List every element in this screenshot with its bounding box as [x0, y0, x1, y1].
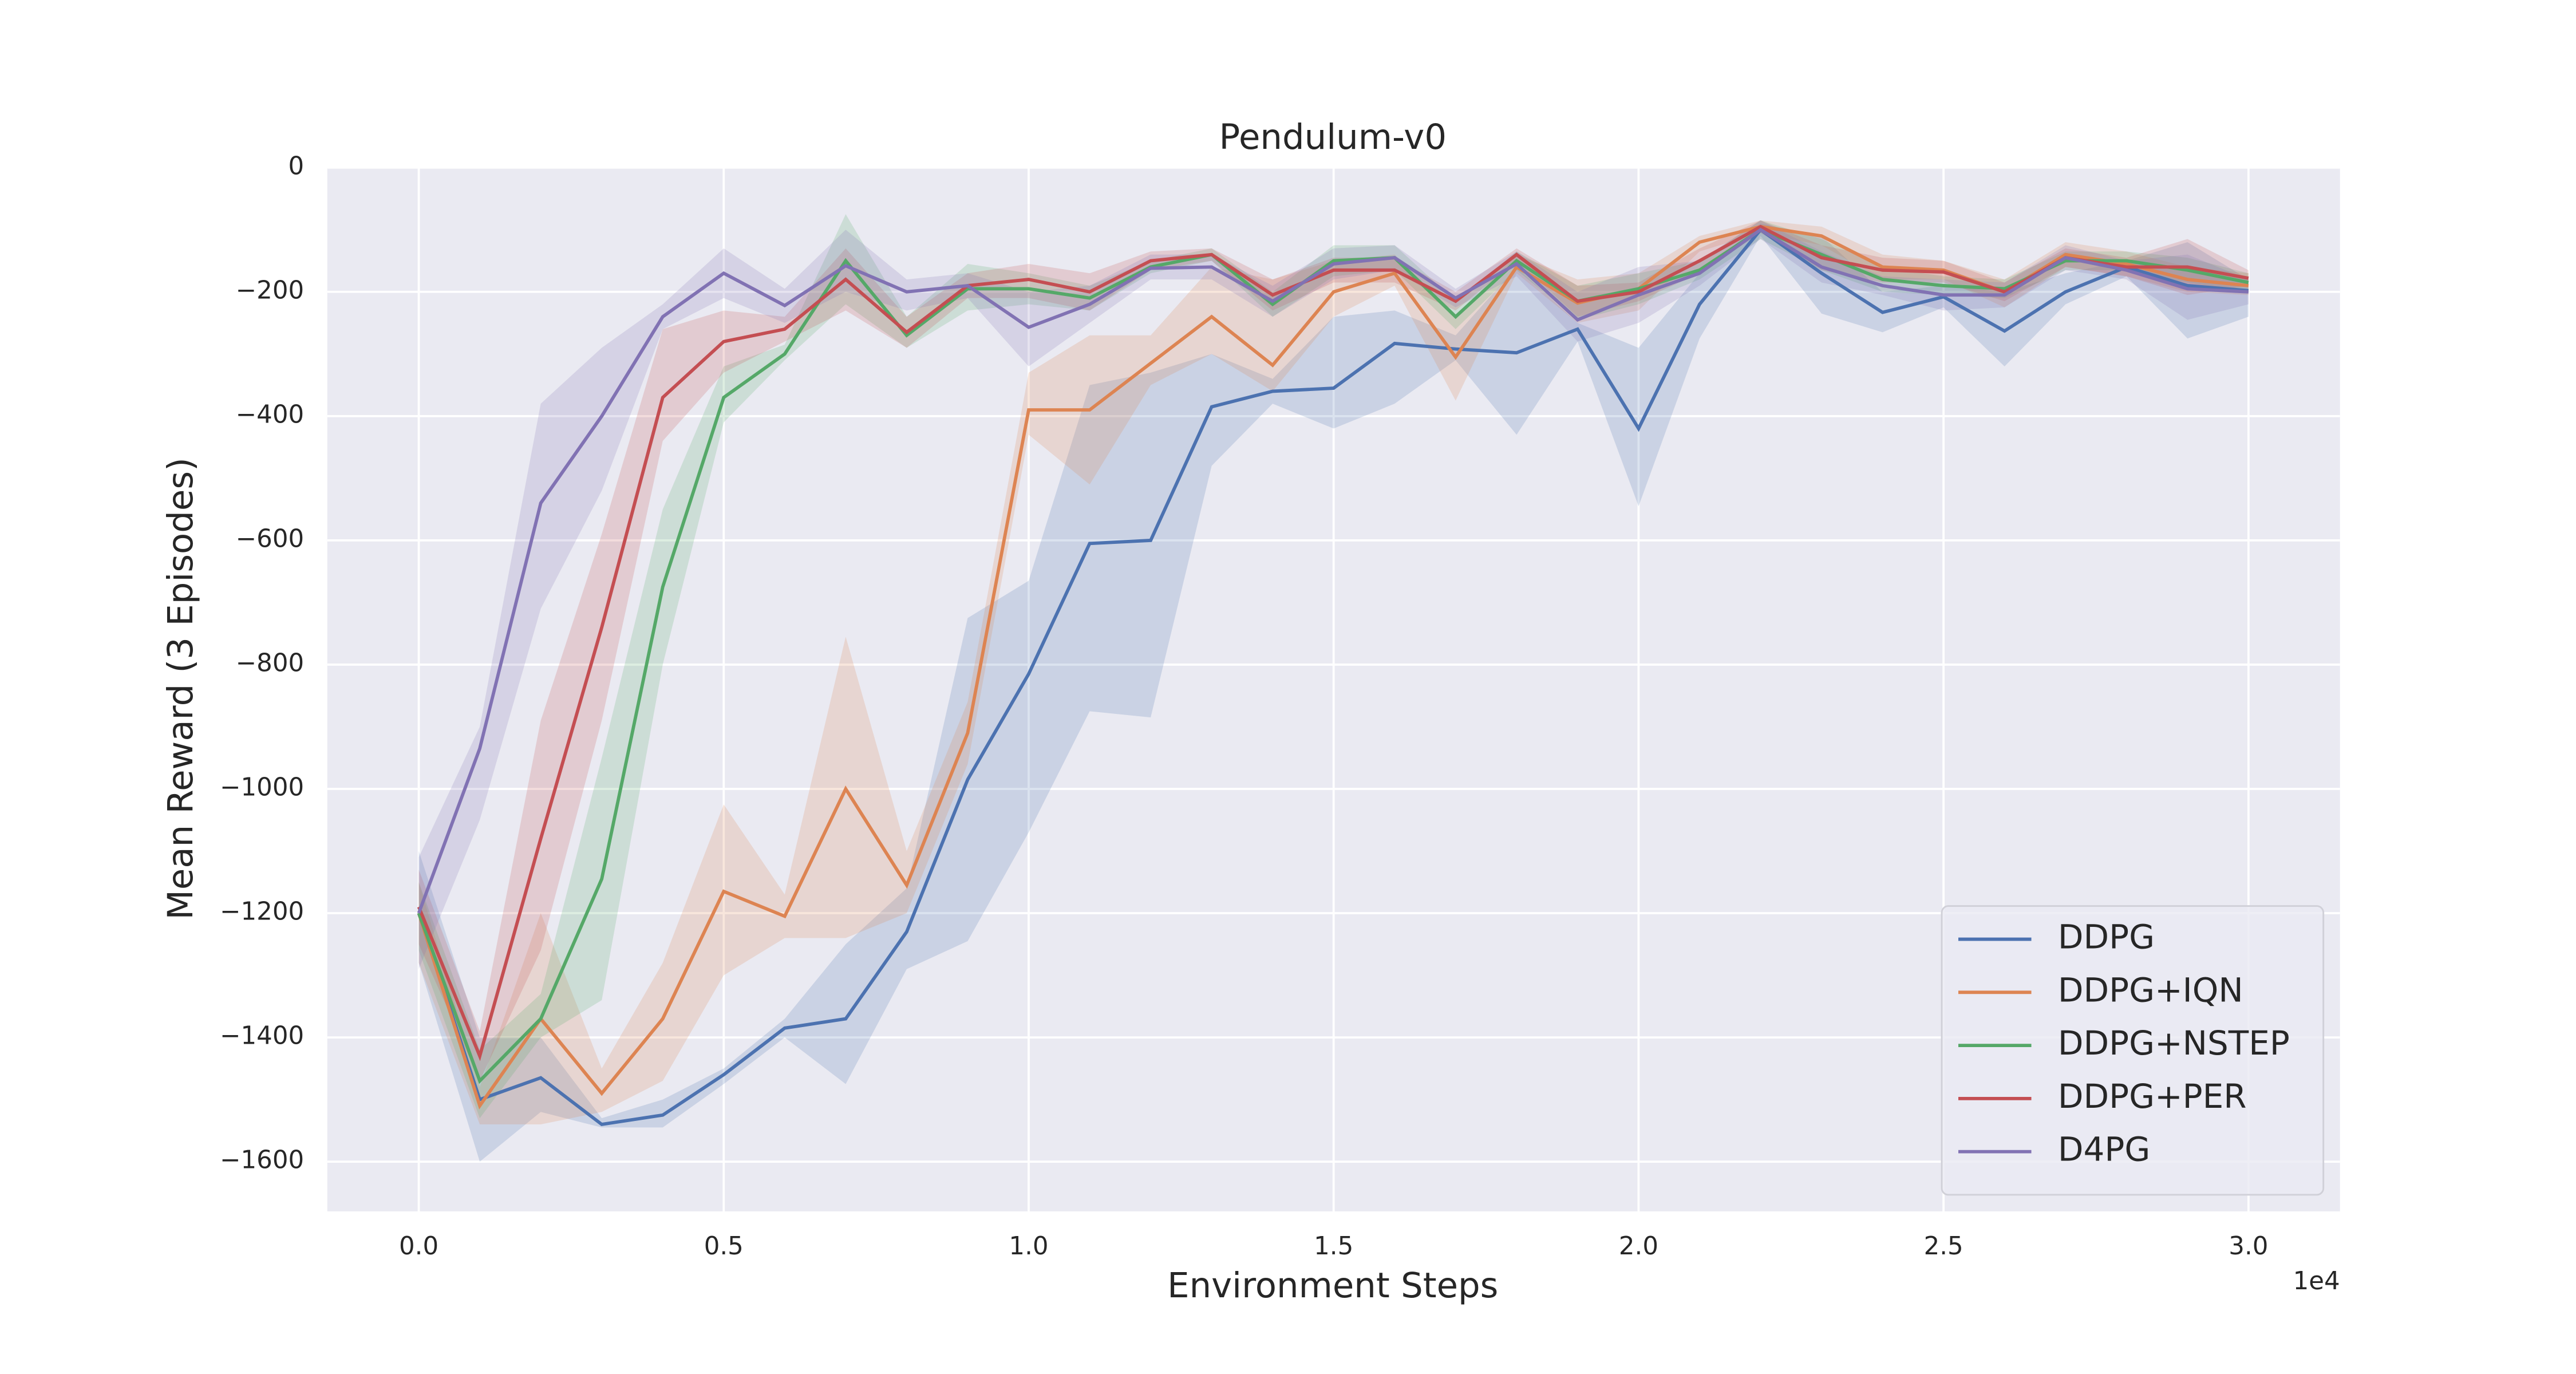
y-tick-label: −600 [236, 524, 304, 553]
y-tick-label: −1600 [220, 1146, 304, 1175]
y-tick-label: −800 [236, 649, 304, 677]
y-tick-label: −1200 [220, 898, 304, 926]
x-tick-label: 0.0 [399, 1232, 438, 1261]
y-tick-label: −200 [236, 276, 304, 305]
x-tick-label: 0.5 [704, 1232, 744, 1261]
series-line [417, 228, 2249, 1084]
x-tick-label: 2.5 [1924, 1232, 1963, 1261]
y-tick-label: −1400 [220, 1022, 304, 1051]
x-tick-label: 2.0 [1619, 1232, 1658, 1261]
y-tick-label: 0 [289, 152, 305, 180]
legend-label: DDPG [2058, 918, 2155, 957]
series-line [417, 224, 2249, 1110]
y-tick-label: −400 [236, 400, 304, 429]
x-axis-label: Environment Steps [1167, 1266, 1498, 1306]
legend-label: DDPG+PER [2058, 1077, 2247, 1116]
x-tick-label: 1.0 [1009, 1232, 1048, 1261]
legend-label: DDPG+IQN [2058, 970, 2243, 1009]
confidence-band [418, 220, 2249, 1125]
x-tick-label: 1.5 [1314, 1232, 1353, 1261]
x-tick-label: 3.0 [2229, 1232, 2268, 1261]
series-line [417, 227, 2249, 1127]
y-tick-label: −1000 [220, 773, 304, 802]
x-offset-label: 1e4 [2293, 1267, 2340, 1296]
legend-box [1941, 905, 2325, 1196]
chart-title: Pendulum-v0 [1219, 117, 1447, 157]
confidence-band [418, 223, 2249, 1162]
legend-label: D4PG [2058, 1130, 2150, 1169]
legend-label: DDPG+NSTEP [2058, 1024, 2290, 1063]
series-line [417, 224, 2249, 1061]
y-axis-label: Mean Reward (3 Episodes) [161, 457, 201, 919]
series-line [417, 227, 2249, 914]
